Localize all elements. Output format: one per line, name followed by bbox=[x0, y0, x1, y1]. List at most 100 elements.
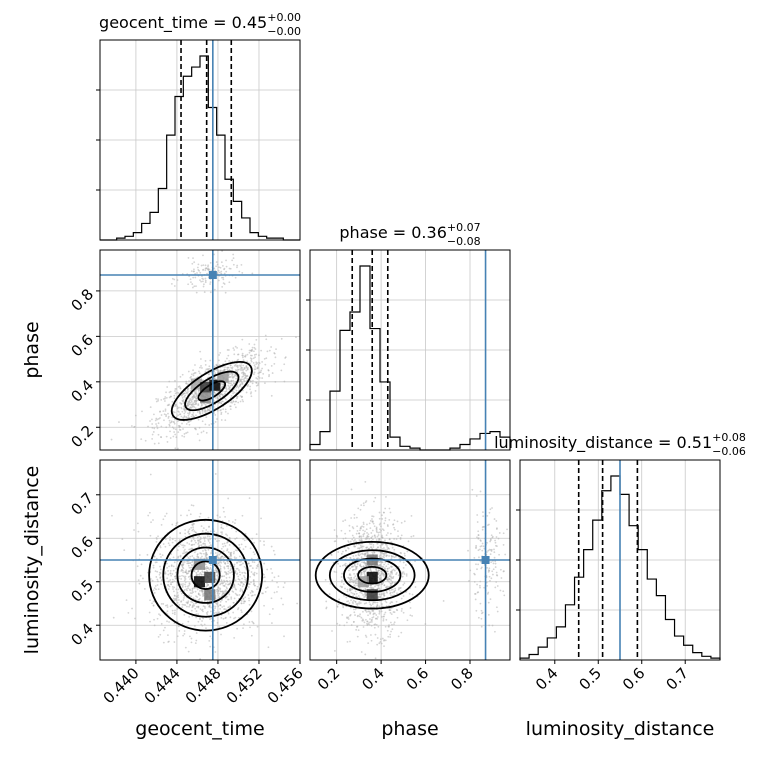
sample-point bbox=[204, 277, 207, 280]
sample-point bbox=[215, 265, 218, 268]
sample-point bbox=[180, 403, 183, 405]
y-tick-label: 0.2 bbox=[67, 422, 97, 452]
sample-point bbox=[187, 557, 190, 559]
sample-point bbox=[157, 399, 160, 402]
sample-point bbox=[179, 532, 182, 535]
sample-point bbox=[188, 584, 190, 587]
sample-point bbox=[239, 395, 242, 397]
sample-point bbox=[236, 264, 239, 267]
sample-point bbox=[215, 535, 217, 538]
sample-point bbox=[364, 480, 367, 483]
sample-point bbox=[362, 504, 365, 507]
sample-point bbox=[263, 562, 266, 565]
sample-point bbox=[364, 501, 367, 504]
sample-point bbox=[375, 539, 378, 541]
sample-point bbox=[482, 545, 485, 548]
sample-point bbox=[337, 603, 340, 606]
sample-point bbox=[237, 575, 240, 578]
sample-point bbox=[236, 627, 239, 630]
sample-point bbox=[386, 576, 389, 579]
sample-point bbox=[222, 545, 225, 548]
sample-point bbox=[393, 591, 396, 593]
sample-point bbox=[243, 574, 245, 577]
sample-point bbox=[360, 556, 363, 558]
sample-point bbox=[241, 352, 244, 355]
sample-point bbox=[174, 392, 177, 395]
sample-point bbox=[134, 617, 136, 620]
sample-point bbox=[172, 588, 174, 590]
sample-point bbox=[235, 557, 238, 559]
sample-point bbox=[256, 588, 258, 591]
sample-point bbox=[276, 590, 278, 593]
sample-point bbox=[195, 291, 198, 294]
sample-point bbox=[257, 382, 260, 385]
sample-point bbox=[412, 535, 415, 537]
title-sup: +0.00 bbox=[267, 11, 301, 24]
sample-point bbox=[251, 382, 254, 385]
sample-point bbox=[195, 605, 198, 608]
sample-point bbox=[186, 514, 188, 517]
sample-point bbox=[350, 576, 353, 579]
sample-point bbox=[252, 362, 255, 364]
sample-point bbox=[195, 397, 198, 400]
sample-point bbox=[372, 546, 375, 548]
sample-point bbox=[199, 594, 201, 597]
sample-point bbox=[217, 612, 219, 614]
sample-point bbox=[228, 544, 231, 546]
sample-point bbox=[187, 564, 190, 567]
sample-point bbox=[241, 514, 244, 517]
sample-point bbox=[188, 413, 190, 416]
sample-point bbox=[193, 587, 196, 589]
sample-point bbox=[225, 533, 227, 536]
sample-point bbox=[188, 380, 190, 382]
sample-point bbox=[359, 544, 362, 547]
title-sup: +0.07 bbox=[447, 221, 481, 234]
sample-point bbox=[388, 567, 391, 569]
sample-point bbox=[192, 564, 194, 567]
sample-point bbox=[347, 618, 350, 620]
sample-point bbox=[391, 577, 393, 579]
sample-point bbox=[358, 601, 361, 604]
sample-point bbox=[351, 601, 354, 604]
sample-point bbox=[493, 548, 495, 551]
sample-point bbox=[235, 365, 238, 368]
sample-point bbox=[189, 555, 192, 558]
sample-point bbox=[192, 286, 194, 289]
sample-point bbox=[335, 571, 338, 574]
sample-point bbox=[382, 565, 385, 568]
sample-point bbox=[170, 420, 173, 423]
sample-point bbox=[194, 401, 197, 404]
sample-point bbox=[183, 579, 186, 582]
sample-point bbox=[218, 553, 221, 556]
sample-point bbox=[243, 377, 246, 380]
sample-point bbox=[342, 606, 345, 609]
sample-point bbox=[147, 425, 149, 428]
sample-point bbox=[271, 608, 274, 610]
sample-point bbox=[243, 366, 246, 369]
sample-point bbox=[227, 583, 229, 586]
sample-point bbox=[222, 527, 224, 530]
plot-area bbox=[310, 460, 510, 660]
sample-point bbox=[282, 603, 284, 606]
sample-point bbox=[209, 610, 212, 613]
sample-point bbox=[370, 570, 373, 572]
sample-point bbox=[155, 536, 158, 539]
sample-point bbox=[340, 529, 343, 532]
sample-point bbox=[208, 526, 210, 528]
sample-point bbox=[219, 351, 222, 354]
sample-point bbox=[338, 624, 341, 627]
sample-point bbox=[283, 635, 285, 638]
sample-point bbox=[283, 363, 286, 366]
sample-point bbox=[413, 581, 416, 583]
sample-point bbox=[224, 390, 227, 393]
sample-point bbox=[491, 570, 494, 573]
sample-point bbox=[236, 359, 239, 362]
sample-point bbox=[242, 597, 245, 600]
sample-point bbox=[189, 281, 192, 284]
sample-point bbox=[214, 269, 216, 272]
sample-point bbox=[198, 540, 201, 542]
sample-point bbox=[229, 408, 232, 411]
sample-point bbox=[379, 554, 382, 556]
sample-point bbox=[235, 389, 238, 392]
sample-point bbox=[487, 524, 489, 527]
